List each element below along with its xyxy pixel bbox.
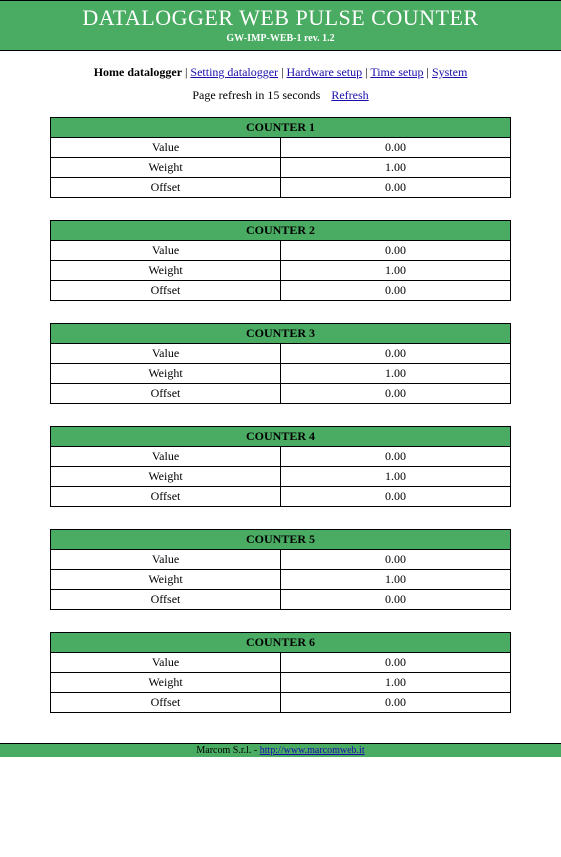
table-row: Weight1.00 (51, 158, 511, 178)
row-label-value: Value (51, 447, 281, 467)
table-row: Value0.00 (51, 241, 511, 261)
counter-title: COUNTER 3 (51, 324, 511, 344)
footer-link[interactable]: http://www.marcomweb.it (260, 745, 365, 756)
row-weight: 1.00 (281, 570, 511, 590)
table-row: Weight1.00 (51, 467, 511, 487)
page-header: DATALOGGER WEB PULSE COUNTER GW-IMP-WEB-… (0, 0, 561, 51)
table-row: Weight1.00 (51, 673, 511, 693)
page-title: DATALOGGER WEB PULSE COUNTER (0, 5, 561, 31)
row-label-offset: Offset (51, 590, 281, 610)
counter-title: COUNTER 4 (51, 427, 511, 447)
row-weight: 1.00 (281, 673, 511, 693)
table-row: Offset0.00 (51, 487, 511, 507)
counter-title: COUNTER 1 (51, 118, 511, 138)
row-label-weight: Weight (51, 261, 281, 281)
table-row: Value0.00 (51, 447, 511, 467)
row-label-weight: Weight (51, 570, 281, 590)
nav-time[interactable]: Time setup (370, 65, 423, 79)
counter-table-4: COUNTER 4Value0.00Weight1.00Offset0.00 (50, 426, 511, 507)
footer-sep: - (251, 745, 259, 756)
table-row: Value0.00 (51, 344, 511, 364)
row-offset: 0.00 (281, 487, 511, 507)
nav-bar: Home datalogger | Setting datalogger | H… (0, 65, 561, 80)
table-row: Value0.00 (51, 138, 511, 158)
row-label-value: Value (51, 241, 281, 261)
row-label-weight: Weight (51, 673, 281, 693)
counter-tables: COUNTER 1Value0.00Weight1.00Offset0.00CO… (0, 117, 561, 743)
row-value: 0.00 (281, 447, 511, 467)
row-label-weight: Weight (51, 467, 281, 487)
counter-table-3: COUNTER 3Value0.00Weight1.00Offset0.00 (50, 323, 511, 404)
counter-table-2: COUNTER 2Value0.00Weight1.00Offset0.00 (50, 220, 511, 301)
row-value: 0.00 (281, 653, 511, 673)
row-label-weight: Weight (51, 158, 281, 178)
row-value: 0.00 (281, 241, 511, 261)
row-label-offset: Offset (51, 178, 281, 198)
counter-table-6: COUNTER 6Value0.00Weight1.00Offset0.00 (50, 632, 511, 713)
row-weight: 1.00 (281, 364, 511, 384)
table-row: Offset0.00 (51, 281, 511, 301)
row-label-value: Value (51, 550, 281, 570)
table-row: Weight1.00 (51, 364, 511, 384)
table-row: Offset0.00 (51, 693, 511, 713)
row-offset: 0.00 (281, 590, 511, 610)
row-value: 0.00 (281, 138, 511, 158)
counter-table-5: COUNTER 5Value0.00Weight1.00Offset0.00 (50, 529, 511, 610)
row-offset: 0.00 (281, 384, 511, 404)
counter-table-1: COUNTER 1Value0.00Weight1.00Offset0.00 (50, 117, 511, 198)
row-label-offset: Offset (51, 281, 281, 301)
row-weight: 1.00 (281, 261, 511, 281)
row-weight: 1.00 (281, 467, 511, 487)
table-row: Offset0.00 (51, 590, 511, 610)
table-row: Value0.00 (51, 550, 511, 570)
table-row: Offset0.00 (51, 178, 511, 198)
table-row: Value0.00 (51, 653, 511, 673)
footer-company: Marcom S.r.l. (196, 745, 251, 756)
row-weight: 1.00 (281, 158, 511, 178)
table-row: Weight1.00 (51, 570, 511, 590)
counter-title: COUNTER 6 (51, 633, 511, 653)
row-label-offset: Offset (51, 693, 281, 713)
table-row: Offset0.00 (51, 384, 511, 404)
refresh-seconds: 15 (267, 88, 279, 102)
nav-hardware[interactable]: Hardware setup (286, 65, 362, 79)
refresh-prefix: Page refresh in (192, 88, 267, 102)
row-label-value: Value (51, 344, 281, 364)
row-value: 0.00 (281, 344, 511, 364)
row-label-offset: Offset (51, 384, 281, 404)
table-row: Weight1.00 (51, 261, 511, 281)
row-offset: 0.00 (281, 693, 511, 713)
refresh-suffix: seconds (279, 88, 320, 102)
row-offset: 0.00 (281, 281, 511, 301)
row-offset: 0.00 (281, 178, 511, 198)
nav-system[interactable]: System (432, 65, 467, 79)
page-footer: Marcom S.r.l. - http://www.marcomweb.it (0, 743, 561, 757)
nav-home[interactable]: Home datalogger (94, 65, 182, 79)
row-label-offset: Offset (51, 487, 281, 507)
refresh-link[interactable]: Refresh (331, 88, 368, 102)
nav-setting[interactable]: Setting datalogger (190, 65, 278, 79)
counter-title: COUNTER 5 (51, 530, 511, 550)
row-label-weight: Weight (51, 364, 281, 384)
counter-title: COUNTER 2 (51, 221, 511, 241)
row-label-value: Value (51, 653, 281, 673)
row-label-value: Value (51, 138, 281, 158)
page-subtitle: GW-IMP-WEB-1 rev. 1.2 (0, 33, 561, 44)
refresh-status: Page refresh in 15 seconds Refresh (0, 88, 561, 103)
row-value: 0.00 (281, 550, 511, 570)
